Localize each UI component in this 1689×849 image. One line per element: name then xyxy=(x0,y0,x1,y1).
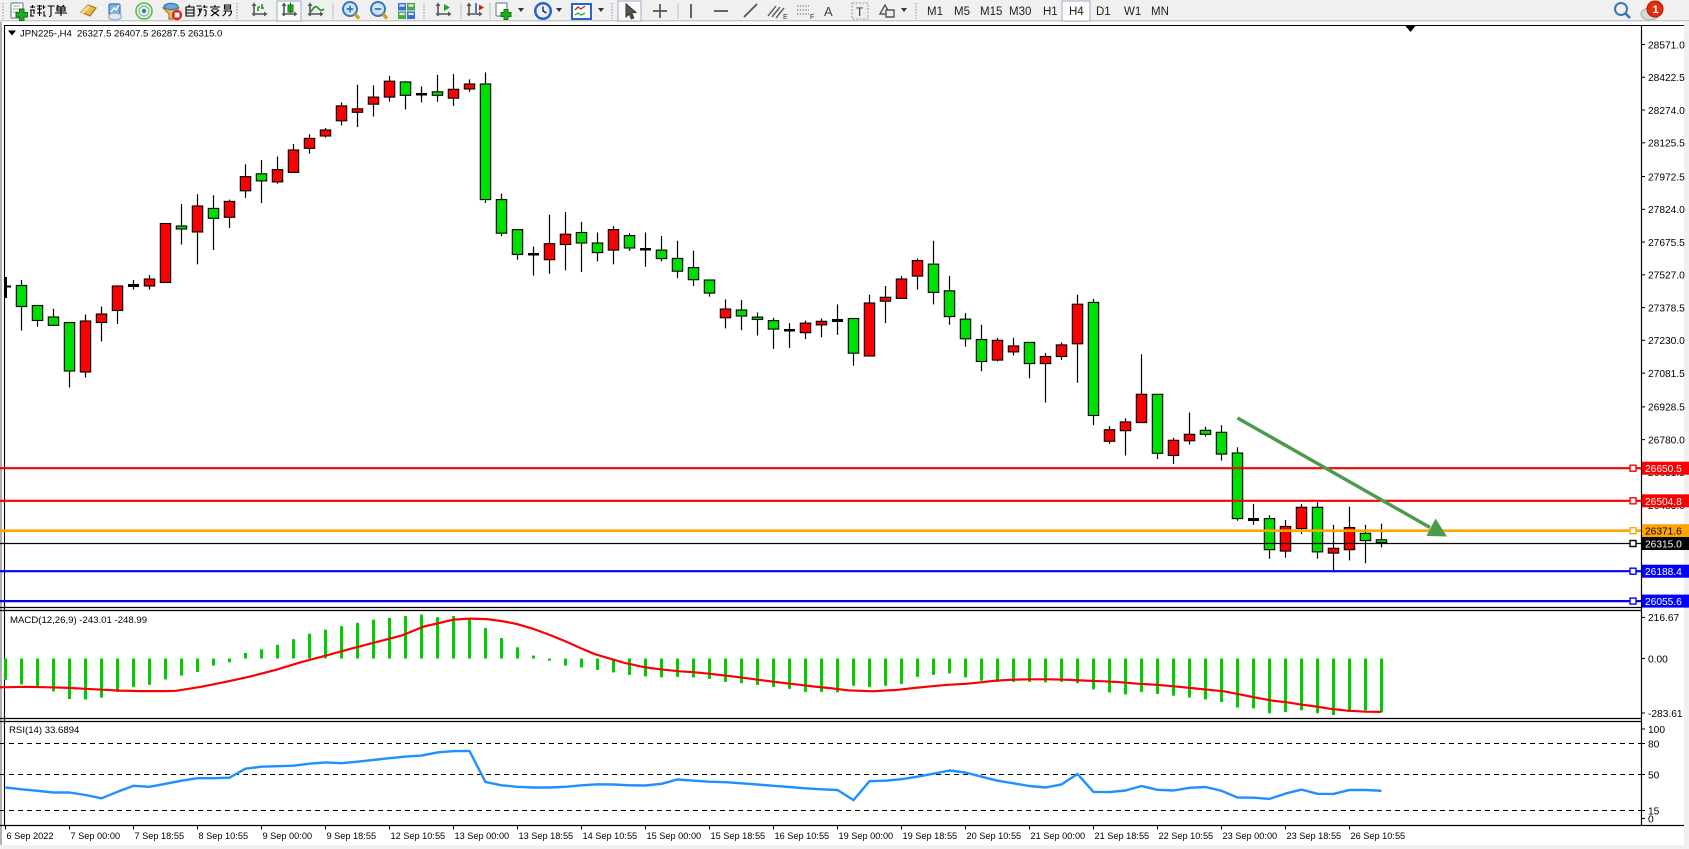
svg-text:9 Sep 18:55: 9 Sep 18:55 xyxy=(327,831,377,841)
svg-text:27675.5: 27675.5 xyxy=(1648,238,1685,249)
svg-text:7 Sep 18:55: 7 Sep 18:55 xyxy=(135,831,185,841)
svg-text:26928.5: 26928.5 xyxy=(1648,403,1685,414)
svg-text:15: 15 xyxy=(1648,806,1660,817)
svg-text:E: E xyxy=(783,14,788,21)
svg-text:100: 100 xyxy=(1648,725,1665,736)
svg-text:A: A xyxy=(824,4,833,19)
svg-text:28274.0: 28274.0 xyxy=(1648,106,1685,117)
svg-text:26 Sep 10:55: 26 Sep 10:55 xyxy=(1351,831,1406,841)
svg-text:F: F xyxy=(810,14,814,21)
svg-text:21 Sep 18:55: 21 Sep 18:55 xyxy=(1095,831,1150,841)
svg-text:27230.0: 27230.0 xyxy=(1648,336,1685,347)
svg-text:27081.5: 27081.5 xyxy=(1648,369,1685,380)
svg-text:W1: W1 xyxy=(1124,6,1141,18)
svg-text:D1: D1 xyxy=(1096,6,1111,18)
svg-text:14 Sep 10:55: 14 Sep 10:55 xyxy=(583,831,638,841)
svg-text:1: 1 xyxy=(1653,4,1659,16)
svg-text:20 Sep 10:55: 20 Sep 10:55 xyxy=(967,831,1022,841)
svg-text:H1: H1 xyxy=(1043,6,1058,18)
svg-text:216.67: 216.67 xyxy=(1648,613,1679,624)
svg-text:28422.5: 28422.5 xyxy=(1648,73,1685,84)
svg-text:21 Sep 00:00: 21 Sep 00:00 xyxy=(1031,831,1086,841)
svg-text:50: 50 xyxy=(1648,770,1660,781)
svg-text:6 Sep 2022: 6 Sep 2022 xyxy=(7,831,54,841)
svg-text:23 Sep 00:00: 23 Sep 00:00 xyxy=(1223,831,1278,841)
svg-text:MACD(12,26,9) -243.01 -248.99: MACD(12,26,9) -243.01 -248.99 xyxy=(10,615,147,626)
svg-text:26504.8: 26504.8 xyxy=(1645,497,1682,508)
svg-text:28571.0: 28571.0 xyxy=(1648,40,1685,51)
svg-text:19 Sep 00:00: 19 Sep 00:00 xyxy=(839,831,894,841)
svg-text:26780.0: 26780.0 xyxy=(1648,435,1685,446)
svg-text:27972.5: 27972.5 xyxy=(1648,172,1685,183)
svg-text:H4: H4 xyxy=(1069,6,1084,18)
svg-text:8 Sep 10:55: 8 Sep 10:55 xyxy=(199,831,249,841)
svg-text:M30: M30 xyxy=(1009,6,1031,18)
svg-text:RSI(14) 33.6894: RSI(14) 33.6894 xyxy=(9,725,80,736)
svg-text:27824.0: 27824.0 xyxy=(1648,205,1685,216)
svg-text:0: 0 xyxy=(1648,814,1654,825)
svg-text:9 Sep 00:00: 9 Sep 00:00 xyxy=(263,831,313,841)
svg-text:28125.5: 28125.5 xyxy=(1648,139,1685,150)
svg-text:26650.5: 26650.5 xyxy=(1645,464,1682,475)
svg-text:26055.6: 26055.6 xyxy=(1645,597,1682,608)
svg-text:19 Sep 18:55: 19 Sep 18:55 xyxy=(903,831,958,841)
svg-text:M5: M5 xyxy=(954,6,970,18)
svg-text:0.00: 0.00 xyxy=(1648,654,1668,665)
svg-text:MN: MN xyxy=(1151,6,1169,18)
svg-text:T: T xyxy=(856,5,864,19)
svg-text:7 Sep 00:00: 7 Sep 00:00 xyxy=(71,831,121,841)
svg-text:M1: M1 xyxy=(927,6,943,18)
svg-text:27527.0: 27527.0 xyxy=(1648,271,1685,282)
svg-text:JPN225-,H4 26327.5 26407.5 26: JPN225-,H4 26327.5 26407.5 26287.5 26315… xyxy=(20,29,222,40)
svg-text:-283.61: -283.61 xyxy=(1648,709,1683,720)
svg-text:13 Sep 00:00: 13 Sep 00:00 xyxy=(455,831,510,841)
svg-text:12 Sep 10:55: 12 Sep 10:55 xyxy=(391,831,446,841)
svg-text:15 Sep 18:55: 15 Sep 18:55 xyxy=(711,831,766,841)
svg-text:26188.4: 26188.4 xyxy=(1645,567,1682,578)
svg-text:M15: M15 xyxy=(980,6,1002,18)
svg-text:15 Sep 00:00: 15 Sep 00:00 xyxy=(647,831,702,841)
svg-text:26315.0: 26315.0 xyxy=(1645,540,1682,551)
svg-text:22 Sep 10:55: 22 Sep 10:55 xyxy=(1159,831,1214,841)
svg-text:23 Sep 18:55: 23 Sep 18:55 xyxy=(1287,831,1342,841)
svg-text:16 Sep 10:55: 16 Sep 10:55 xyxy=(775,831,830,841)
svg-text:13 Sep 18:55: 13 Sep 18:55 xyxy=(519,831,574,841)
svg-text:27378.5: 27378.5 xyxy=(1648,303,1685,314)
svg-text:80: 80 xyxy=(1648,739,1660,750)
svg-text:26371.6: 26371.6 xyxy=(1645,527,1682,538)
